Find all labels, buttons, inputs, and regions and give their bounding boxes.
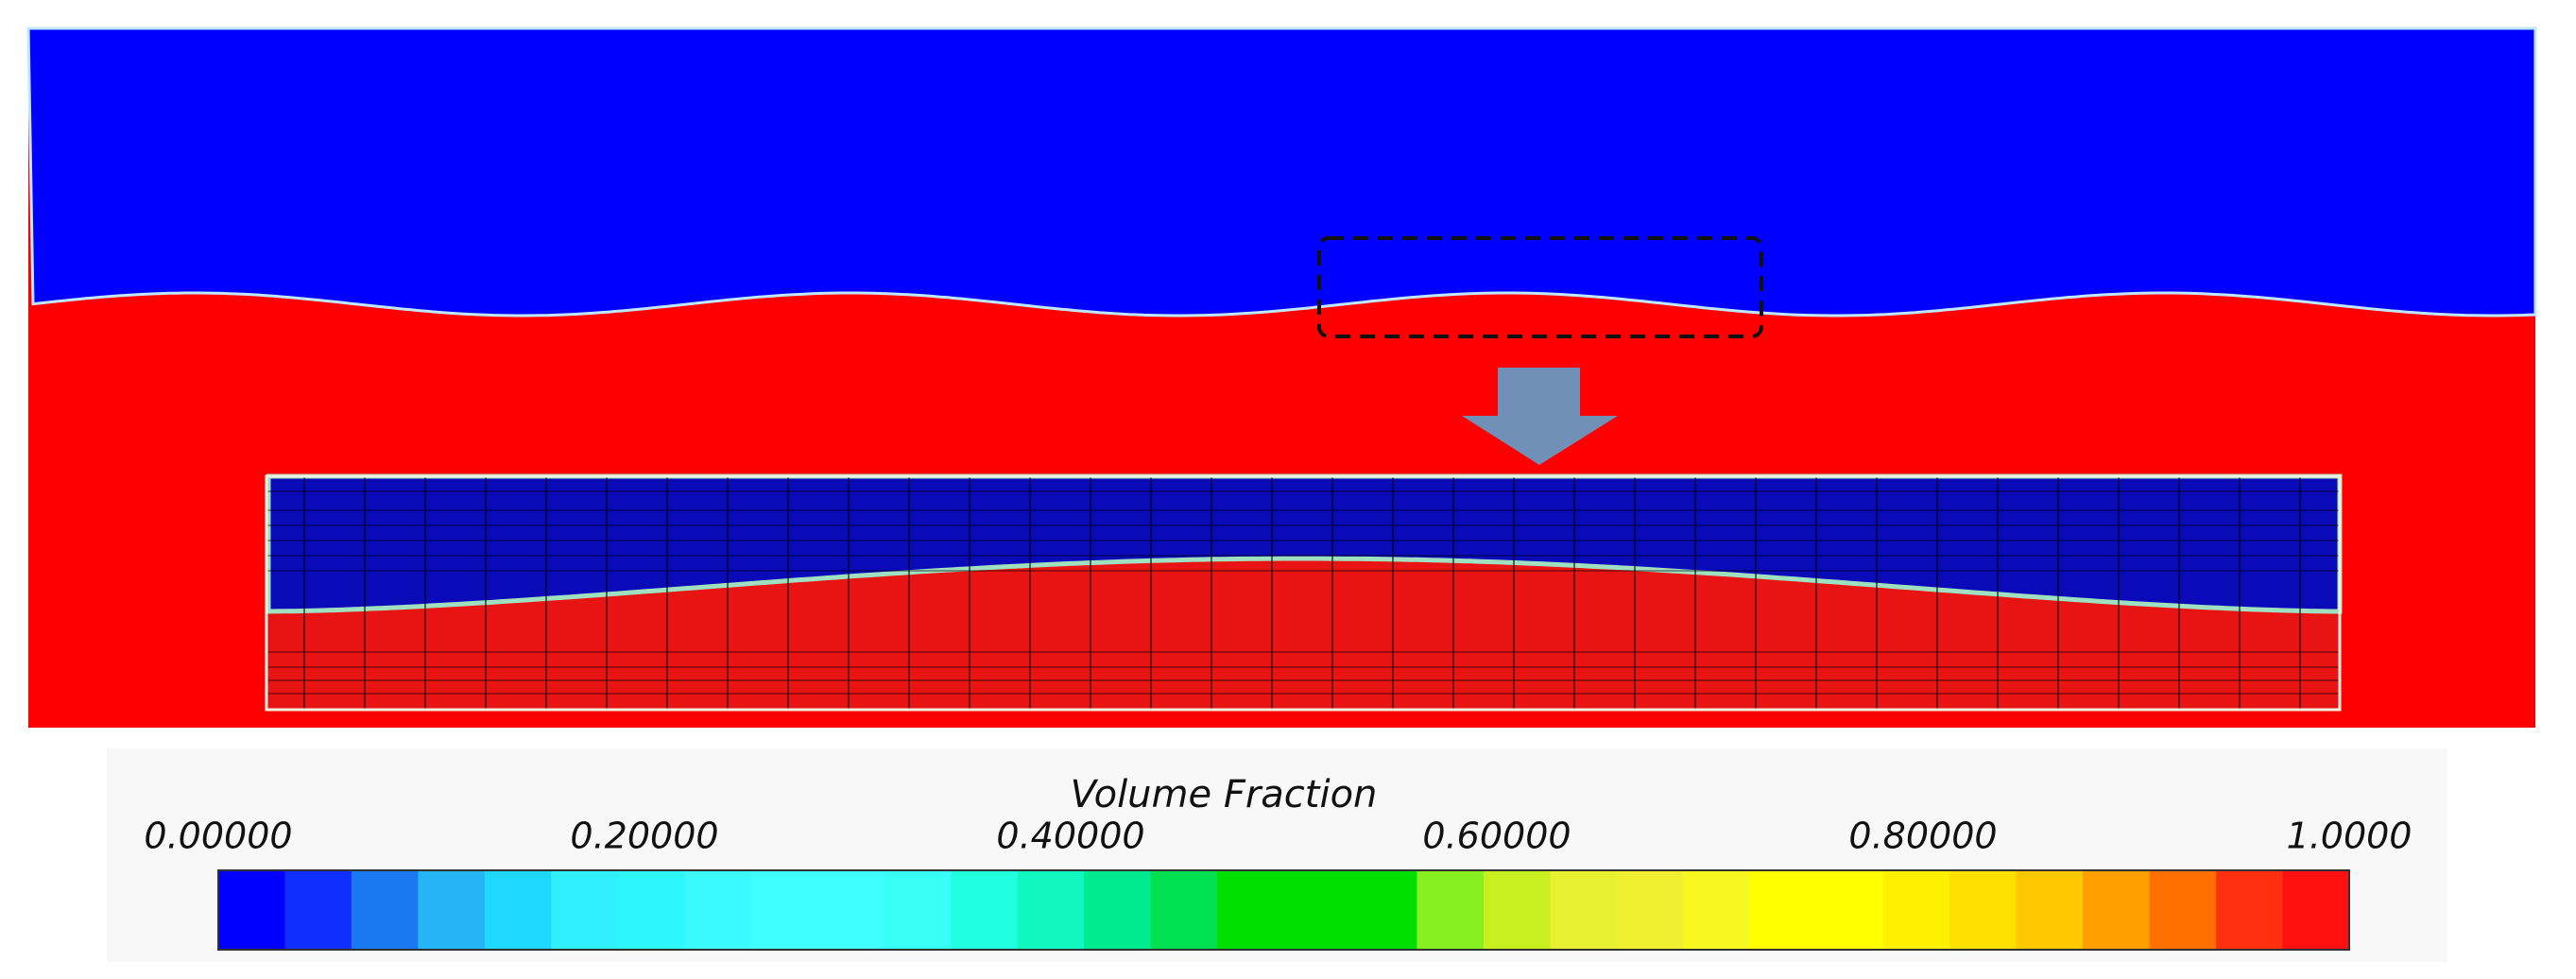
colorbar-tick-label: 0.40000 (996, 816, 1144, 857)
colorbar-swatch (1949, 870, 2018, 950)
colorbar-tick-label: 0.00000 (144, 816, 292, 857)
colorbar-swatch (1683, 870, 1751, 950)
colorbar-swatch (951, 870, 1019, 950)
colorbar-swatch (1816, 870, 1884, 950)
colorbar-swatch (484, 870, 552, 950)
colorbar-swatch (1150, 870, 1218, 950)
colorbar-tick-label: 1.0000 (2287, 816, 2413, 857)
colorbar-swatch (1283, 870, 1351, 950)
colorbar-swatch (817, 870, 885, 950)
colorbar-swatch (2282, 870, 2350, 950)
colorbar-swatch (418, 870, 486, 950)
colorbar-swatch (1483, 870, 1551, 950)
inset-air (266, 473, 2343, 614)
colorbar-border (217, 869, 2350, 951)
colorbar: 0.00000 0.20000 0.40000 0.60000 0.80000 1.000… (144, 816, 2412, 951)
colorbar-swatch (218, 870, 285, 950)
inset-border (265, 474, 2342, 712)
inset (265, 473, 2343, 712)
zoom-arrow (1462, 368, 1618, 465)
colorbar-swatch (2216, 870, 2284, 950)
colorbar-swatch (1882, 870, 1950, 950)
colorbar-swatch (2016, 870, 2084, 950)
colorbar-swatch (1550, 870, 1618, 950)
colorbar-swatch (1616, 870, 1684, 950)
colorbar-swatch (2083, 870, 2151, 950)
zoom-box (1317, 236, 1763, 338)
colorbar-tick-label: 0.80000 (1848, 816, 1997, 857)
colorbar-swatch (2149, 870, 2217, 950)
colorbar-swatch (750, 870, 818, 950)
colorbar-swatch (1749, 870, 1817, 950)
colorbar-title: Volume Fraction (1071, 773, 1378, 816)
colorbar-swatch (351, 870, 419, 950)
colorbar-swatch (1017, 870, 1085, 950)
colorbar-swatch (1217, 870, 1284, 950)
colorbar-swatch (684, 870, 752, 950)
air-region (26, 26, 2537, 318)
colorbar-tick-label: 0.60000 (1422, 816, 1571, 857)
colorbar-tick-label: 0.20000 (570, 816, 718, 857)
colorbar-swatch (1417, 870, 1485, 950)
colorbar-swatch (617, 870, 685, 950)
colorbar-swatch (884, 870, 952, 950)
colorbar-swatch (1084, 870, 1152, 950)
colorbar-swatch (551, 870, 619, 950)
colorbar-swatch (1349, 870, 1417, 950)
colorbar-swatch (284, 870, 352, 950)
